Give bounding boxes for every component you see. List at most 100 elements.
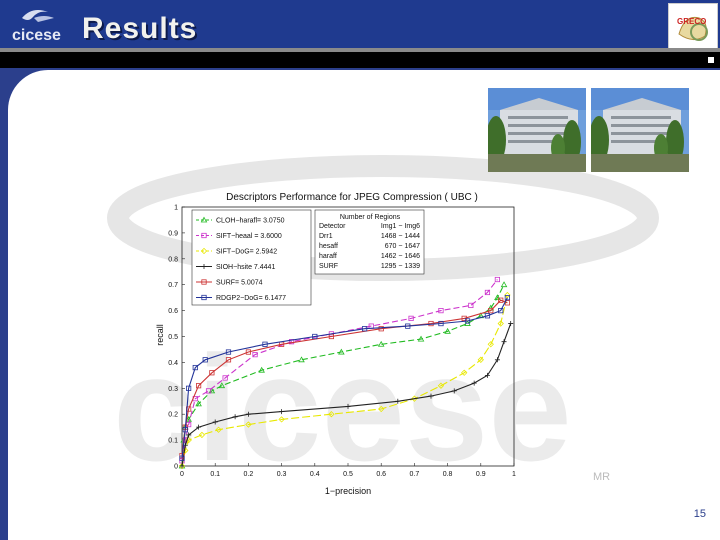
square-marker bbox=[179, 455, 185, 461]
diamond-marker bbox=[278, 416, 285, 423]
y-tick-label: 0.6 bbox=[168, 308, 178, 315]
square-marker bbox=[245, 349, 251, 355]
square-marker bbox=[468, 302, 474, 309]
series-line bbox=[181, 284, 505, 467]
x-tick-label: 0.1 bbox=[210, 471, 220, 478]
slide-title: Results bbox=[82, 12, 198, 45]
triangle-marker bbox=[377, 340, 385, 347]
square-marker bbox=[288, 339, 295, 345]
x-axis-label: 1−precision bbox=[325, 486, 371, 496]
triangle-marker bbox=[494, 294, 501, 301]
square-marker bbox=[192, 364, 198, 371]
plus-marker bbox=[186, 432, 192, 438]
strip-marker bbox=[708, 57, 714, 63]
recall-precision-chart: Descriptors Performance for JPEG Compres… bbox=[155, 192, 516, 496]
x-tick-label: 0.9 bbox=[476, 471, 486, 478]
diamond-marker bbox=[245, 421, 252, 428]
y-tick-label: 0 bbox=[174, 464, 178, 471]
y-tick-label: 1 bbox=[174, 205, 178, 212]
square-marker bbox=[225, 357, 232, 363]
legend-label: SURF= 5.0074 bbox=[216, 280, 263, 287]
diamond-marker bbox=[477, 356, 484, 363]
diamond-marker bbox=[215, 426, 222, 433]
x-tick-label: 0.4 bbox=[310, 471, 320, 478]
diamond-marker bbox=[497, 320, 504, 327]
table-cell-label: haraff bbox=[319, 253, 337, 260]
square-marker bbox=[225, 349, 232, 355]
series-line bbox=[181, 279, 498, 461]
table-cell-value: 1295 − 1339 bbox=[381, 263, 420, 270]
legend-label: CLOH−harafl= 3.0750 bbox=[216, 218, 285, 225]
greco-badge: GRECO bbox=[668, 3, 718, 49]
plus-marker bbox=[201, 264, 207, 269]
plus-marker bbox=[494, 357, 500, 363]
y-tick-label: 0.5 bbox=[168, 334, 178, 341]
x-tick-label: 0.3 bbox=[277, 471, 287, 478]
header-strip bbox=[0, 52, 720, 68]
series-line bbox=[181, 299, 508, 456]
square-marker bbox=[182, 427, 188, 433]
logo-text: cicese bbox=[12, 27, 61, 44]
plus-marker bbox=[245, 411, 251, 417]
square-marker bbox=[498, 308, 504, 314]
y-axis-label: recall bbox=[155, 324, 165, 346]
square-marker bbox=[201, 279, 207, 285]
table-box bbox=[314, 209, 425, 275]
x-tick-label: 0.5 bbox=[343, 471, 353, 478]
plus-marker bbox=[501, 339, 507, 345]
x-tick-label: 0 bbox=[180, 471, 184, 478]
table-cell-label: Drr1 bbox=[319, 233, 333, 240]
square-marker bbox=[438, 320, 444, 327]
table-cell-value: 1462 − 1646 bbox=[381, 253, 420, 260]
square-marker bbox=[494, 276, 501, 283]
series-line bbox=[181, 297, 508, 459]
square-marker bbox=[484, 289, 491, 296]
plus-marker bbox=[212, 419, 218, 425]
square-marker bbox=[504, 295, 510, 301]
triangle-marker bbox=[195, 400, 202, 407]
x-tick-label: 0.6 bbox=[376, 471, 386, 478]
plus-marker bbox=[395, 398, 401, 404]
square-marker bbox=[484, 313, 491, 319]
table-cell-value: Img1 − Img6 bbox=[381, 223, 420, 230]
page-number: 15 bbox=[693, 508, 706, 520]
square-marker bbox=[464, 318, 471, 324]
square-marker bbox=[498, 297, 504, 303]
triangle-marker bbox=[218, 382, 226, 389]
y-tick-label: 0.8 bbox=[168, 256, 178, 263]
series-4 bbox=[179, 321, 514, 469]
table-cell-value: 670 − 1647 bbox=[385, 243, 420, 250]
plus-marker bbox=[508, 321, 514, 327]
triangle-marker bbox=[185, 415, 192, 422]
badge-text: GRECO bbox=[677, 17, 706, 26]
square-marker bbox=[186, 385, 192, 391]
square-marker bbox=[252, 352, 258, 358]
square-marker bbox=[222, 375, 228, 381]
watermark-suffix: MR bbox=[593, 471, 610, 483]
plus-marker bbox=[345, 403, 351, 409]
diamond-marker bbox=[198, 431, 206, 439]
table-cell-label: hesaff bbox=[319, 243, 338, 250]
table-cell-label: SURF bbox=[319, 263, 338, 270]
y-tick-label: 0.1 bbox=[168, 438, 178, 445]
triangle-marker bbox=[338, 348, 345, 355]
series-line bbox=[181, 294, 508, 467]
square-marker bbox=[488, 308, 494, 314]
table-header: Number of Regions bbox=[340, 214, 401, 221]
plus-marker bbox=[232, 414, 238, 420]
diamond-marker bbox=[437, 382, 445, 389]
y-tick-label: 0.2 bbox=[168, 412, 178, 419]
regions-table: Number of Regions Detector Img1 − Img6 Drr1… bbox=[314, 209, 425, 275]
square-marker bbox=[205, 388, 212, 394]
diamond-marker bbox=[487, 341, 494, 348]
square-marker bbox=[209, 370, 215, 376]
header-divider bbox=[0, 48, 720, 52]
square-marker bbox=[378, 326, 384, 332]
square-marker bbox=[262, 341, 268, 347]
series-line bbox=[181, 323, 512, 467]
plus-marker bbox=[428, 393, 434, 399]
x-tick-label: 1 bbox=[512, 471, 516, 478]
diamond-marker bbox=[182, 447, 189, 454]
square-marker bbox=[361, 326, 368, 332]
